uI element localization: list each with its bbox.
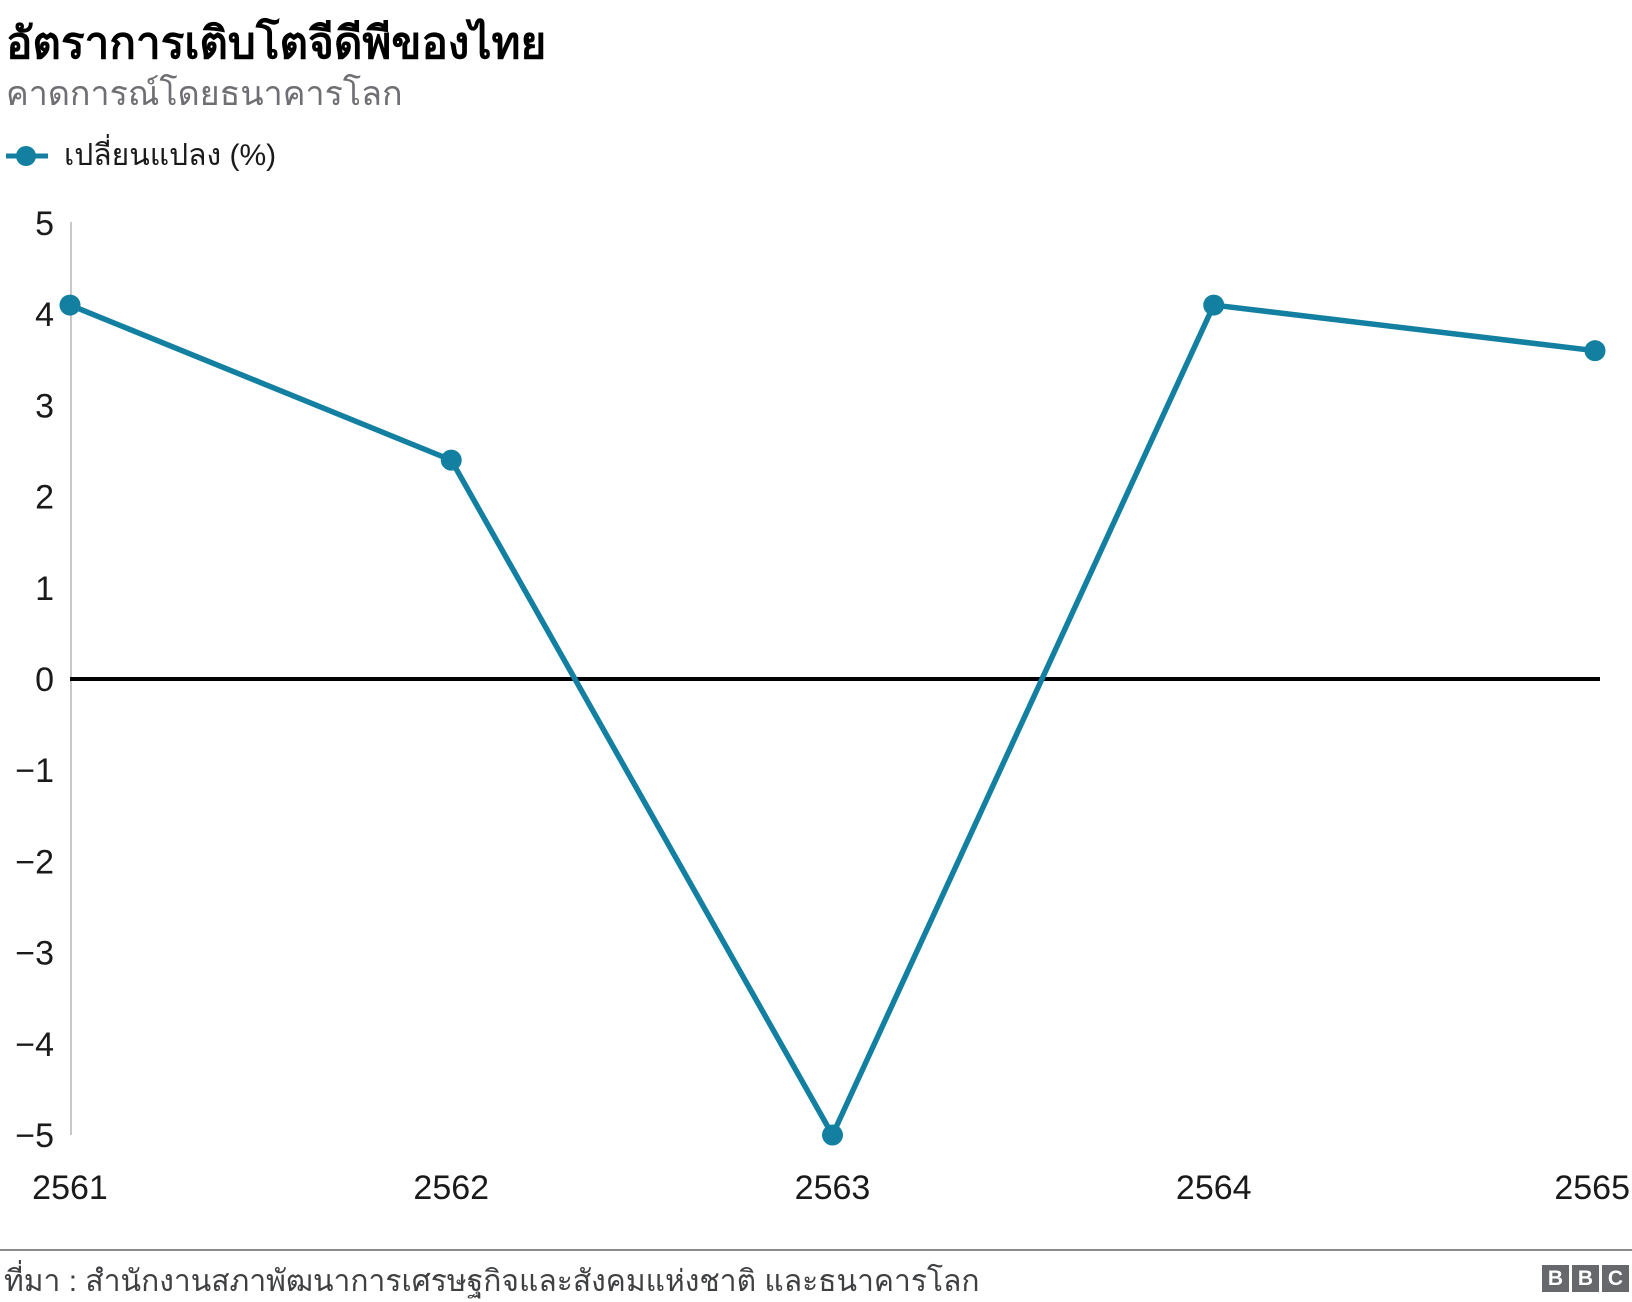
y-axis-label: −2	[15, 843, 54, 881]
y-axis-label: 4	[35, 296, 54, 334]
x-axis-label: 2562	[413, 1169, 489, 1207]
y-axis-label: 0	[35, 661, 54, 699]
data-point	[59, 294, 81, 316]
x-axis-label: 2565	[1554, 1169, 1630, 1207]
y-axis-label: 5	[35, 205, 54, 243]
x-axis-label: 2563	[795, 1169, 871, 1207]
source-text: ที่มา : สำนักงานสภาพัฒนาการเศรษฐกิจและสั…	[4, 1265, 980, 1298]
bbc-logo-letter: B	[1542, 1265, 1569, 1292]
legend: เปลี่ยนแปลง (%)	[6, 132, 276, 179]
x-axis-label: 2561	[32, 1169, 108, 1207]
page-subtitle: คาดการณ์โดยธนาคารโลก	[6, 75, 403, 113]
page-title: อัตราการเติบโตจีดีพีของไทย	[6, 19, 547, 68]
data-line	[67, 302, 1598, 1138]
bbc-logo-letter: B	[1572, 1265, 1599, 1292]
bbc-logo-letter: C	[1602, 1265, 1629, 1292]
data-point	[822, 1124, 843, 1146]
footer-divider	[0, 1249, 1632, 1251]
x-axis-label: 2564	[1176, 1169, 1252, 1207]
bbc-logo: B B C	[1542, 1265, 1629, 1292]
y-axis-label: 3	[35, 387, 54, 425]
y-axis-label: 1	[35, 570, 54, 608]
data-point	[1203, 294, 1225, 316]
data-point	[1584, 340, 1606, 362]
y-axis-label: 2	[35, 479, 54, 517]
y-axis-label: −3	[15, 935, 54, 973]
legend-label: เปลี่ยนแปลง (%)	[64, 139, 277, 172]
y-axis-label: −4	[15, 1026, 54, 1064]
y-axis-label: −1	[15, 752, 54, 790]
y-axis-label: −5	[15, 1117, 54, 1155]
legend-line-marker-icon	[6, 145, 48, 166]
data-point	[440, 449, 462, 471]
